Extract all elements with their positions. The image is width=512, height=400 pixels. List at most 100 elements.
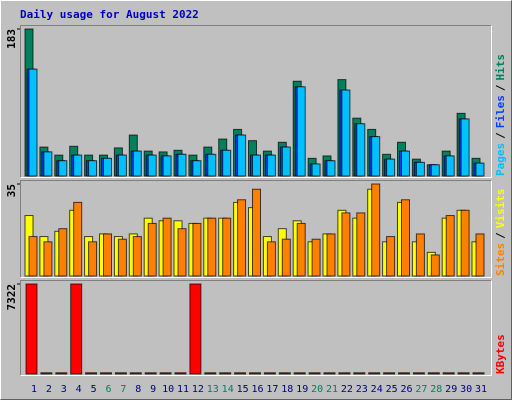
y-tick-label: 35 — [5, 184, 18, 197]
panel-bevel-light — [20, 25, 492, 178]
bar — [281, 146, 291, 177]
x-tick-label: 22 — [341, 384, 353, 395]
bar — [103, 157, 112, 177]
bar — [398, 372, 410, 375]
bar — [263, 372, 276, 375]
bar — [88, 160, 98, 177]
panel-bevel-light — [20, 180, 492, 278]
x-tick-label: 28 — [430, 384, 442, 395]
x-tick-label: 9 — [150, 384, 156, 395]
bar — [266, 154, 276, 177]
bar — [353, 372, 366, 375]
x-tick-label: 5 — [91, 384, 97, 395]
legend-entry: Sites — [494, 243, 507, 276]
bar — [204, 372, 217, 375]
bar — [219, 372, 232, 375]
bar — [177, 153, 187, 177]
bar — [252, 188, 261, 277]
bar — [266, 241, 276, 277]
bar — [356, 123, 366, 177]
bar — [460, 118, 470, 177]
x-tick-label: 18 — [281, 384, 293, 395]
bar — [475, 162, 485, 177]
bar — [341, 212, 351, 277]
bar — [103, 233, 112, 277]
bar — [457, 372, 470, 375]
panel-bevel-light — [20, 280, 492, 376]
x-tick-label: 30 — [460, 384, 472, 395]
bar — [296, 222, 306, 277]
legend-entry: Hits — [494, 54, 507, 81]
bar — [460, 209, 470, 277]
bar — [144, 372, 157, 375]
bar — [43, 241, 53, 277]
bar — [85, 372, 98, 375]
bar — [88, 241, 98, 277]
x-tick-label: 29 — [445, 384, 457, 395]
bar — [189, 283, 202, 375]
bar — [70, 283, 83, 375]
bar — [278, 372, 291, 375]
bar — [371, 136, 381, 177]
bar — [192, 160, 202, 177]
legend-entry: Visits — [494, 189, 507, 229]
bar — [222, 149, 232, 177]
chart-title: Daily usage for August 2022 — [20, 8, 199, 21]
bar — [192, 222, 202, 277]
bar — [174, 372, 187, 375]
bar — [43, 151, 53, 177]
x-tick-label: 23 — [356, 384, 368, 395]
x-tick-label: 1 — [31, 384, 37, 395]
bar — [386, 158, 396, 177]
bar — [293, 372, 306, 375]
bar — [338, 372, 351, 375]
x-tick-label: 20 — [311, 384, 323, 395]
x-tick-label: 25 — [386, 384, 398, 395]
x-tick-label: 3 — [61, 384, 67, 395]
legend-entry: Files — [494, 95, 507, 128]
bar — [311, 238, 321, 277]
x-tick-label: 24 — [371, 384, 383, 395]
bar — [40, 372, 53, 375]
bar — [28, 236, 38, 277]
legend: Sites / Visits — [494, 189, 507, 277]
bar — [159, 372, 172, 375]
legend: KBytes — [494, 334, 507, 374]
bar — [430, 254, 440, 277]
bar — [472, 372, 485, 375]
bar — [237, 199, 247, 277]
x-tick-label: 7 — [120, 384, 126, 395]
bar — [430, 164, 440, 177]
x-tick-label: 27 — [415, 384, 427, 395]
bar — [475, 233, 485, 277]
bar — [55, 372, 68, 375]
x-tick-label: 15 — [237, 384, 249, 395]
y-tick-label: 7322 — [5, 284, 18, 311]
bar — [415, 233, 425, 277]
bar — [73, 201, 83, 277]
x-tick-label: 6 — [105, 384, 111, 395]
x-tick-label: 21 — [326, 384, 338, 395]
bar — [132, 236, 142, 277]
bar — [383, 372, 396, 375]
x-tick-label: 10 — [162, 384, 174, 395]
bar — [415, 161, 425, 177]
legend-separator: / — [494, 232, 507, 239]
legend-separator: / — [494, 84, 507, 91]
panel-bevel-dark — [20, 180, 492, 278]
x-tick-label: 16 — [251, 384, 263, 395]
bar — [100, 372, 112, 375]
x-tick-label: 8 — [135, 384, 141, 395]
bar — [147, 154, 157, 177]
x-tick-label: 12 — [192, 384, 204, 395]
bar — [207, 153, 217, 177]
bar — [445, 215, 455, 277]
legend-entry: KBytes — [494, 334, 507, 374]
bar — [58, 160, 68, 177]
bar — [427, 372, 440, 375]
bar — [412, 372, 425, 375]
bar — [162, 217, 172, 277]
bar — [326, 233, 336, 277]
